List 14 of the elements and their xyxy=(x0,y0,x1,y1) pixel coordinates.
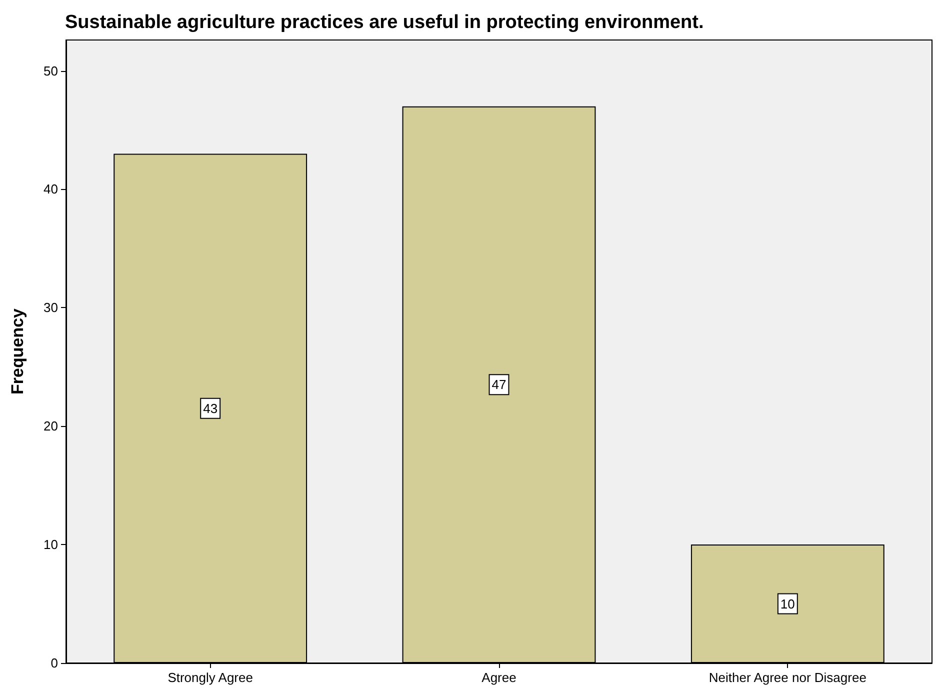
y-axis-title: Frequency xyxy=(8,308,27,394)
chart-title: Sustainable agriculture practices are useful in protecting environment. xyxy=(65,12,704,33)
data-label: 47 xyxy=(492,377,506,392)
data-label: 10 xyxy=(780,596,795,612)
x-tick-label: Strongly Agree xyxy=(168,670,253,685)
x-tick-label: Neither Agree nor Disagree xyxy=(708,670,866,685)
data-label: 43 xyxy=(203,400,218,416)
y-tick-label: 50 xyxy=(44,63,58,78)
y-tick-label: 0 xyxy=(50,656,58,670)
y-tick-label: 30 xyxy=(44,300,58,316)
y-tick-label: 10 xyxy=(44,537,58,552)
x-tick-label: Agree xyxy=(482,670,516,685)
y-tick-label: 40 xyxy=(44,182,58,197)
y-tick-label: 20 xyxy=(44,418,58,434)
